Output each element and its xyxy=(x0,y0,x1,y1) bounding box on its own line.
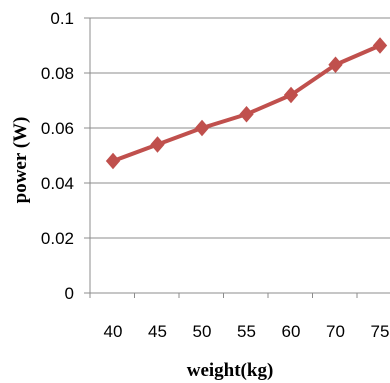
y-tick-label: 0.08 xyxy=(41,64,74,83)
x-tick-label: 55 xyxy=(237,322,256,341)
x-tick-label: 60 xyxy=(282,322,301,341)
series-group xyxy=(105,37,388,170)
data-point xyxy=(372,37,388,54)
data-point xyxy=(194,119,210,137)
x-tick-label: 75 xyxy=(371,322,390,341)
y-tick-label: 0 xyxy=(65,284,74,303)
x-tick-label: 45 xyxy=(148,322,167,341)
data-point xyxy=(239,105,254,123)
x-axis-title: weight(kg) xyxy=(187,360,274,381)
x-tick-labels: 40 45 50 55 60 70 75 xyxy=(104,322,390,341)
y-tick-label: 0.1 xyxy=(50,9,74,28)
x-tick-label: 70 xyxy=(326,322,345,341)
data-point xyxy=(105,152,121,170)
y-tick-labels: 0 0.02 0.04 0.06 0.08 0.1 xyxy=(41,9,74,303)
axes xyxy=(84,17,390,298)
data-point xyxy=(328,56,343,74)
x-tick-label: 40 xyxy=(104,322,123,341)
y-tick-label: 0.02 xyxy=(41,229,74,248)
data-point xyxy=(150,136,165,153)
x-tick-label: 50 xyxy=(193,322,212,341)
gridlines xyxy=(90,17,390,239)
y-tick-label: 0.04 xyxy=(41,174,74,193)
y-tick-label: 0.06 xyxy=(41,119,74,138)
y-axis-title: power (W) xyxy=(10,117,31,204)
data-point xyxy=(283,86,299,104)
